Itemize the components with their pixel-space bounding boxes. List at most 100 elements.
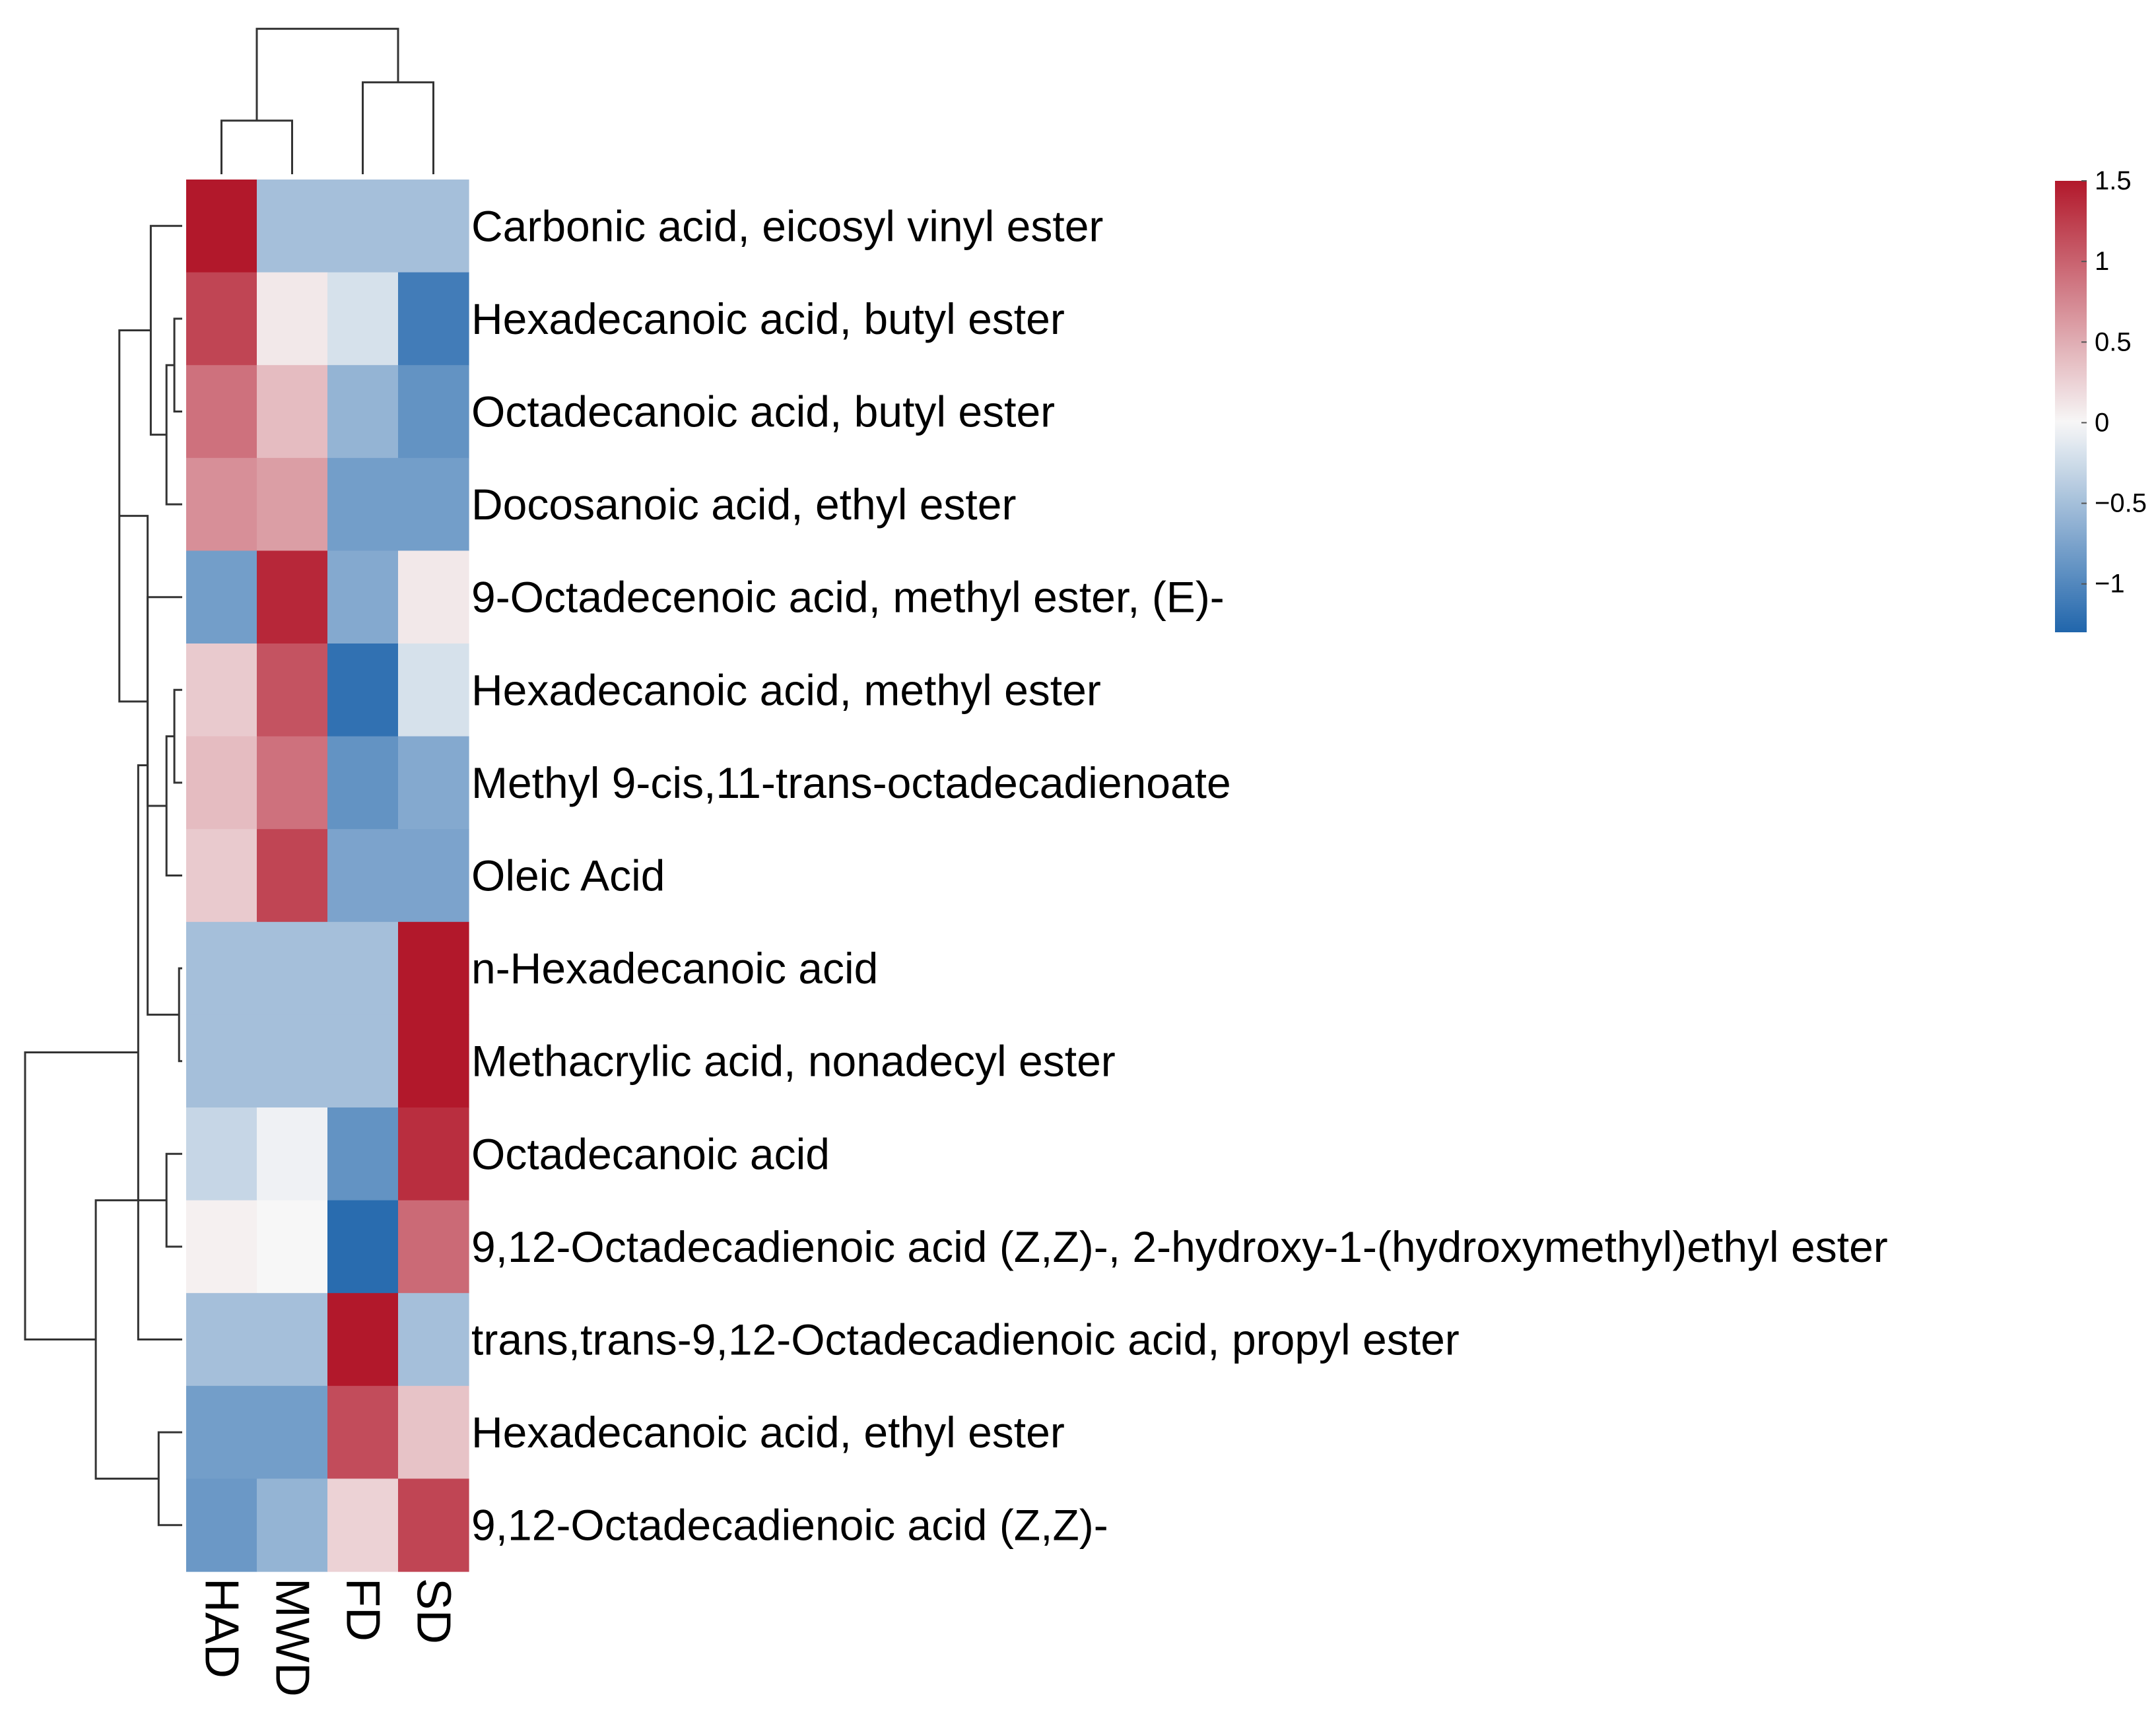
heatmap-cell	[257, 1200, 328, 1294]
heatmap-cell	[257, 365, 328, 459]
heatmap-cell	[398, 1014, 469, 1108]
heatmap-cell	[257, 180, 328, 273]
row-dendrogram-branch	[147, 596, 182, 807]
heatmap-cell	[186, 1385, 257, 1479]
heatmap-cells	[186, 180, 469, 1572]
heatmap-cell	[327, 644, 399, 737]
column-dendrogram-branch	[220, 119, 293, 174]
heatmap-cell	[327, 1385, 399, 1479]
column-dendrogram	[220, 28, 434, 174]
heatmap-cell	[327, 550, 399, 644]
heatmap-cell	[186, 272, 257, 366]
heatmap-cell	[186, 921, 257, 1015]
heatmap-cell	[398, 272, 469, 366]
colorbar-tick-label: 1	[2095, 247, 2109, 276]
heatmap-cell	[186, 550, 257, 644]
heatmap-cell	[186, 180, 257, 273]
heatmap-cell	[257, 1293, 328, 1387]
row-labels: Carbonic acid, eicosyl vinyl ester Hexade…	[471, 201, 1888, 1549]
column-dendrogram-branch	[255, 28, 399, 121]
colorbar-tick-label: 0.5	[2095, 327, 2132, 356]
row-label: Methyl 9-cis,11-trans-octadecadienoate	[471, 758, 1231, 807]
heatmap-cell	[327, 1293, 399, 1387]
heatmap-cell	[398, 1107, 469, 1201]
colorbar-legend: 1.5 1 0.5 0 −0.5 −1	[2055, 166, 2147, 632]
heatmap-cell	[257, 921, 328, 1015]
heatmap-cell	[327, 1478, 399, 1572]
heatmap-cell	[257, 736, 328, 830]
heatmap-cell	[186, 1014, 257, 1108]
heatmap-cell	[327, 921, 399, 1015]
colorbar-gradient	[2055, 181, 2087, 632]
row-dendrogram-branch	[173, 317, 182, 412]
colorbar-tick-label: −1	[2095, 570, 2125, 599]
heatmap-cell	[186, 829, 257, 923]
heatmap-cell	[398, 1293, 469, 1387]
row-label: Hexadecanoic acid, methyl ester	[471, 665, 1101, 714]
heatmap-cell	[257, 829, 328, 923]
column-label: FD	[337, 1578, 389, 1641]
colorbar-tick-label: 0	[2095, 408, 2109, 437]
heatmap-cell	[186, 1478, 257, 1572]
heatmap-cell	[398, 1478, 469, 1572]
heatmap-cell	[257, 1478, 328, 1572]
heatmap-cell	[257, 272, 328, 366]
row-dendrogram-branch	[165, 1152, 182, 1248]
column-label: HAD	[195, 1578, 248, 1678]
row-label: trans,trans-9,12-Octadecadienoic acid, p…	[471, 1315, 1460, 1364]
heatmap-cell	[327, 1014, 399, 1108]
row-label: Oleic Acid	[471, 851, 665, 900]
heatmap-cell	[186, 1200, 257, 1294]
heatmap-cell	[186, 736, 257, 830]
row-label: Docosanoic acid, ethyl ester	[471, 480, 1016, 529]
heatmap-cell	[257, 1385, 328, 1479]
heatmap-cell	[186, 644, 257, 737]
heatmap-cell	[398, 365, 469, 459]
heatmap-cell	[186, 457, 257, 551]
row-label: Methacrylic acid, nonadecyl ester	[471, 1037, 1116, 1086]
row-label: 9-Octadecenoic acid, methyl ester, (E)-	[471, 573, 1225, 622]
heatmap-cell	[186, 1107, 257, 1201]
column-label: SD	[407, 1578, 460, 1644]
colorbar-tick-label: 1.5	[2095, 166, 2132, 195]
row-label: 9,12-Octadecadienoic acid (Z,Z)-	[471, 1501, 1108, 1550]
heatmap-cell	[398, 180, 469, 273]
row-label: Octadecanoic acid, butyl ester	[471, 387, 1055, 436]
row-dendrogram-branch	[119, 515, 180, 1016]
row-dendrogram	[24, 224, 182, 1527]
heatmap-cell	[257, 1107, 328, 1201]
heatmap-cell	[257, 550, 328, 644]
row-label: Octadecanoic acid	[471, 1129, 830, 1178]
heatmap-cell	[327, 180, 399, 273]
heatmap-cell	[327, 829, 399, 923]
row-label: 9,12-Octadecadienoic acid (Z,Z)-, 2-hydr…	[471, 1222, 1888, 1271]
heatmap-cell	[398, 550, 469, 644]
colorbar-tick-label: −0.5	[2095, 489, 2147, 518]
heatmap-cell	[327, 272, 399, 366]
heatmap-cell	[327, 1200, 399, 1294]
heatmap-cell	[327, 1107, 399, 1201]
row-dendrogram-branch	[173, 688, 182, 784]
heatmap-cell	[398, 921, 469, 1015]
heatmap-cell	[186, 365, 257, 459]
row-dendrogram-branch	[178, 967, 182, 1063]
row-dendrogram-branch	[24, 1051, 139, 1340]
column-label: MWD	[266, 1578, 319, 1697]
heatmap-cell	[257, 1014, 328, 1108]
heatmap-cell	[327, 365, 399, 459]
column-dendrogram-branch	[362, 81, 434, 174]
heatmap-cell	[398, 1200, 469, 1294]
heatmap-cell	[398, 644, 469, 737]
row-label: Carbonic acid, eicosyl vinyl ester	[471, 201, 1103, 250]
heatmap-cell	[186, 1293, 257, 1387]
row-label: Hexadecanoic acid, butyl ester	[471, 294, 1065, 343]
heatmap-cell	[398, 829, 469, 923]
heatmap-cell	[398, 457, 469, 551]
heatmap-cell	[398, 736, 469, 830]
heatmap-cell	[327, 457, 399, 551]
row-dendrogram-branch	[137, 764, 182, 1340]
row-label: n-Hexadecanoic acid	[471, 944, 878, 993]
row-dendrogram-branch	[157, 1431, 182, 1527]
heatmap-cell	[257, 457, 328, 551]
